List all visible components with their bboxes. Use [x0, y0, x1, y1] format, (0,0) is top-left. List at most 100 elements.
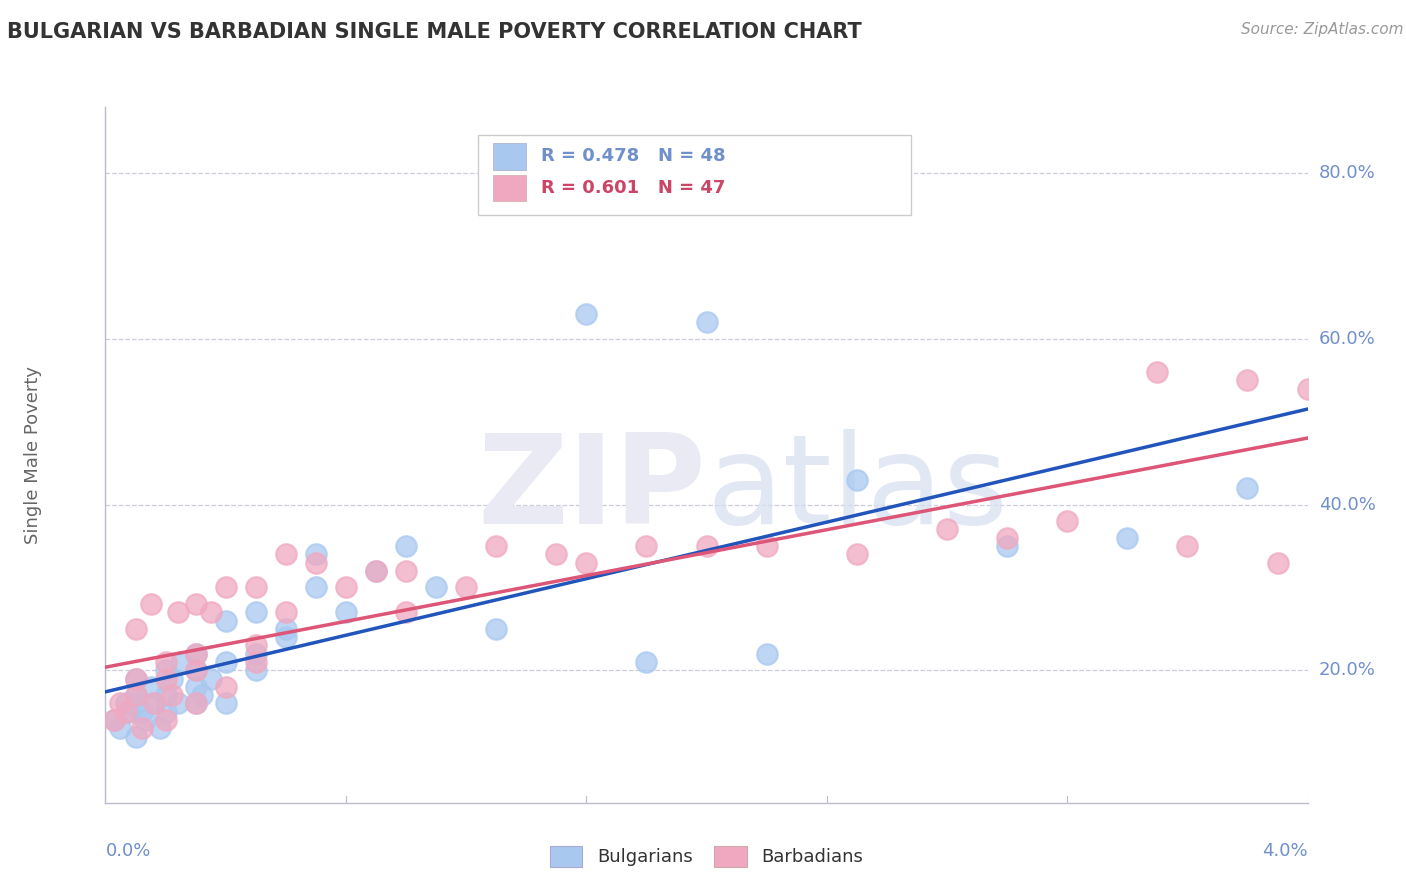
Text: R = 0.601   N = 47: R = 0.601 N = 47 — [541, 178, 725, 197]
Text: ZIP: ZIP — [478, 429, 707, 550]
Point — [155, 713, 177, 727]
Point — [184, 663, 207, 677]
Point — [575, 307, 598, 321]
Point — [200, 605, 222, 619]
Point — [155, 663, 177, 677]
Point — [995, 531, 1018, 545]
Point — [184, 663, 207, 677]
Point — [696, 539, 718, 553]
Text: BULGARIAN VS BARBADIAN SINGLE MALE POVERTY CORRELATION CHART: BULGARIAN VS BARBADIAN SINGLE MALE POVER… — [7, 22, 862, 42]
Point — [160, 688, 183, 702]
Point — [190, 688, 212, 702]
FancyBboxPatch shape — [478, 135, 911, 215]
Point — [335, 605, 357, 619]
Point — [696, 315, 718, 329]
Point — [1175, 539, 1198, 553]
Point — [134, 713, 156, 727]
Point — [575, 556, 598, 570]
Point — [124, 730, 146, 744]
Point — [245, 581, 267, 595]
Point — [155, 672, 177, 686]
Point — [124, 672, 146, 686]
Point — [364, 564, 387, 578]
Point — [214, 697, 236, 711]
Point — [305, 581, 328, 595]
Point — [755, 647, 778, 661]
Point — [245, 663, 267, 677]
Point — [166, 605, 188, 619]
Text: 0.0%: 0.0% — [105, 842, 150, 860]
Point — [305, 556, 328, 570]
Point — [274, 622, 297, 636]
Point — [1267, 556, 1289, 570]
Point — [755, 539, 778, 553]
Point — [1236, 481, 1258, 495]
Point — [139, 597, 162, 611]
Point — [245, 639, 267, 653]
Point — [845, 547, 868, 561]
Point — [166, 697, 188, 711]
Point — [395, 564, 418, 578]
Text: 80.0%: 80.0% — [1319, 164, 1375, 182]
Point — [110, 721, 132, 735]
Point — [1056, 514, 1078, 528]
Point — [214, 614, 236, 628]
FancyBboxPatch shape — [492, 144, 526, 169]
Point — [454, 581, 477, 595]
Point — [184, 697, 207, 711]
Point — [214, 655, 236, 669]
Point — [1146, 365, 1168, 379]
Point — [485, 622, 508, 636]
Point — [142, 697, 165, 711]
Point — [245, 655, 267, 669]
Point — [124, 688, 146, 702]
Point — [184, 647, 207, 661]
Point — [155, 688, 177, 702]
Text: Source: ZipAtlas.com: Source: ZipAtlas.com — [1240, 22, 1403, 37]
FancyBboxPatch shape — [492, 175, 526, 201]
Text: R = 0.478   N = 48: R = 0.478 N = 48 — [541, 147, 725, 165]
Point — [274, 547, 297, 561]
Point — [1296, 382, 1319, 396]
Text: 4.0%: 4.0% — [1263, 842, 1308, 860]
Point — [148, 721, 170, 735]
Point — [546, 547, 568, 561]
Point — [184, 597, 207, 611]
Point — [485, 539, 508, 553]
Point — [131, 721, 153, 735]
Point — [274, 605, 297, 619]
Point — [845, 473, 868, 487]
Point — [115, 705, 138, 719]
Point — [395, 539, 418, 553]
Point — [184, 680, 207, 694]
Point — [425, 581, 447, 595]
Point — [124, 688, 146, 702]
Point — [115, 697, 138, 711]
Point — [118, 705, 141, 719]
Point — [155, 705, 177, 719]
Text: 60.0%: 60.0% — [1319, 330, 1375, 348]
Point — [636, 539, 658, 553]
Point — [110, 697, 132, 711]
Point — [245, 605, 267, 619]
Point — [395, 605, 418, 619]
Point — [103, 713, 125, 727]
Point — [214, 581, 236, 595]
Point — [1116, 531, 1139, 545]
Point — [139, 680, 162, 694]
Point — [936, 523, 959, 537]
Point — [160, 672, 183, 686]
Point — [131, 705, 153, 719]
Point — [124, 697, 146, 711]
Point — [124, 672, 146, 686]
Point — [155, 655, 177, 669]
Point — [636, 655, 658, 669]
Legend: Bulgarians, Barbadians: Bulgarians, Barbadians — [543, 838, 870, 874]
Point — [214, 680, 236, 694]
Text: atlas: atlas — [707, 429, 1008, 550]
Point — [305, 547, 328, 561]
Point — [184, 697, 207, 711]
Point — [184, 647, 207, 661]
Point — [245, 647, 267, 661]
Point — [274, 630, 297, 644]
